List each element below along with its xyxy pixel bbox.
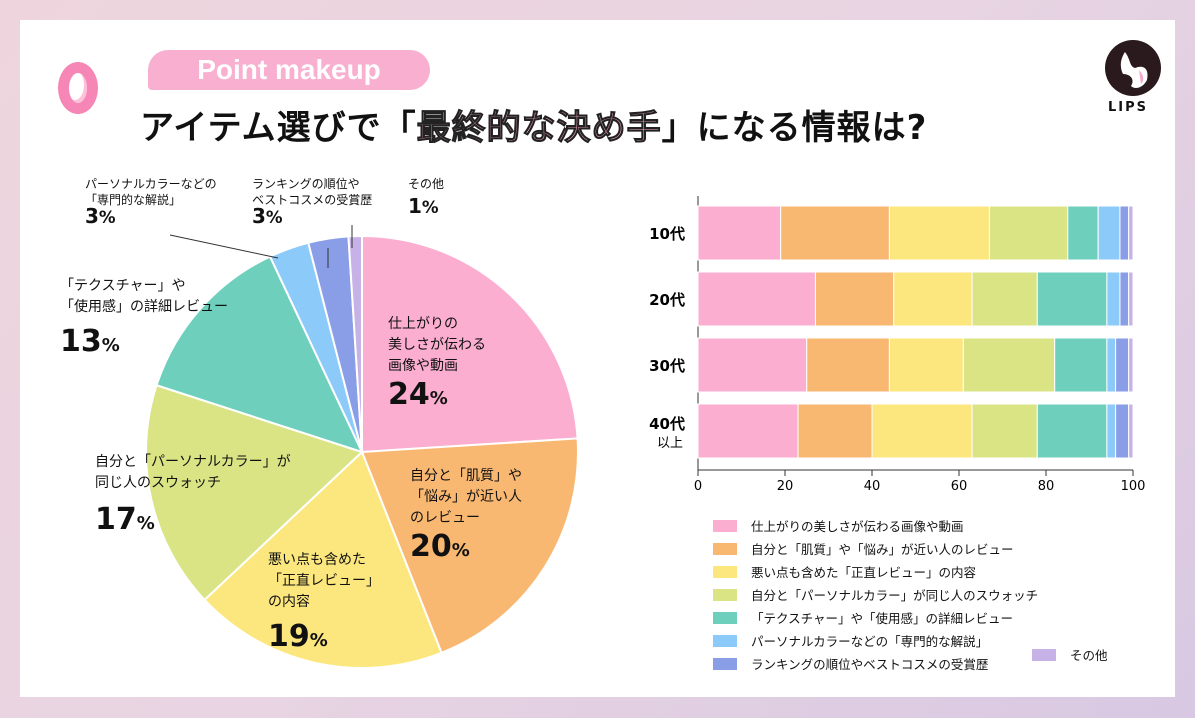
category-tag: Point makeup: [148, 50, 430, 90]
bar-segment-1-6: [1119, 271, 1130, 327]
bar-segment-1-7: [1128, 271, 1134, 327]
bar-segment-2-2: [888, 337, 964, 393]
pie-label-6: ランキングの順位や ベストコスメの受賞歴 3%: [252, 177, 373, 228]
pie-slice-3: [145, 383, 364, 602]
pie-slice-2: [203, 450, 443, 669]
legend-swatch: [713, 519, 737, 532]
category-label: 以上: [657, 436, 683, 451]
bar-segment-0-5: [1097, 205, 1121, 261]
pie-label-4: 「テクスチャー」や 「使用感」の詳細レビュー 13%: [60, 278, 228, 359]
title-highlight: 最終的な決め手: [416, 108, 662, 149]
title-pre: アイテム選びで「: [140, 108, 417, 148]
lips-logo-icon: [1105, 40, 1161, 96]
legend-label: 自分と「パーソナルカラー」が同じ人のスウォッチ: [751, 588, 1039, 603]
pie-label-3: 自分と「パーソナルカラー」が 同じ人のスウォッチ 17%: [95, 454, 291, 537]
legend-item: 「テクスチャー」や「使用感」の詳細レビュー: [713, 606, 1038, 629]
bar-segment-3-0: [697, 403, 799, 459]
legend-swatch: [1032, 648, 1056, 661]
pie-slice-0: [361, 234, 579, 454]
x-tick-label: 100: [1121, 479, 1146, 494]
bar-segment-3-2: [871, 403, 973, 459]
bar-segment-3-1: [797, 403, 873, 459]
bar-segment-0-1: [780, 205, 890, 261]
pie-label-2: 悪い点も含めた 「正直レビュー」 の内容 19%: [268, 552, 380, 654]
legend-swatch: [713, 611, 737, 624]
bar-segment-1-4: [1036, 271, 1108, 327]
bar-segment-0-2: [888, 205, 990, 261]
legend-label: 自分と「肌質」や「悩み」が近い人のレビュー: [751, 542, 1014, 557]
legend-item: ランキングの順位やベストコスメの受賞歴: [713, 652, 1038, 675]
page-title: アイテム選びで「最終的な決め手」になる情報は?: [140, 100, 927, 149]
category-label: 10代: [649, 225, 685, 243]
pie-label-5: パーソナルカラーなどの 「専門的な解説」 3%: [85, 177, 217, 228]
legend-label: ランキングの順位やベストコスメの受賞歴: [751, 657, 989, 672]
x-tick-label: 20: [777, 479, 794, 494]
legend-swatch: [713, 657, 737, 670]
bar-segment-0-0: [697, 205, 782, 261]
legend-label: 仕上がりの美しさが伝わる画像や動画: [751, 519, 964, 534]
bar-segment-2-0: [697, 337, 808, 393]
bar-segment-0-4: [1067, 205, 1099, 261]
bar-segment-2-6: [1115, 337, 1130, 393]
bar-segment-0-3: [988, 205, 1069, 261]
legend-swatch: [713, 565, 737, 578]
leader-line: [169, 234, 279, 259]
pie-chart: [145, 225, 579, 669]
pie-label-7: その他 1%: [408, 177, 445, 218]
bar-segment-2-4: [1054, 337, 1108, 393]
bar-segment-2-5: [1106, 337, 1117, 393]
brand-name: LIPS: [1108, 100, 1149, 115]
legend-swatch: [713, 542, 737, 555]
legend-item: 自分と「肌質」や「悩み」が近い人のレビュー: [713, 537, 1038, 560]
category-label: 30代: [649, 357, 685, 375]
legend-swatch: [713, 634, 737, 647]
bar-segment-2-7: [1128, 337, 1134, 393]
title-post: 」になる情報は?: [661, 108, 928, 148]
bar-segment-3-3: [971, 403, 1038, 459]
bar-segment-0-7: [1128, 205, 1134, 261]
bar-segment-3-7: [1128, 403, 1134, 459]
x-tick-label: 0: [694, 479, 702, 494]
legend-item: 自分と「パーソナルカラー」が同じ人のスウォッチ: [713, 583, 1038, 606]
pie-label-0: 仕上がりの 美しさが伝わる 画像や動画 24%: [388, 316, 486, 412]
bar-segment-1-5: [1106, 271, 1121, 327]
x-tick-label: 40: [864, 479, 881, 494]
legend-swatch: [713, 588, 737, 601]
legend-item: 仕上がりの美しさが伝わる画像や動画: [713, 514, 1038, 537]
legend-item: その他: [1032, 645, 1108, 664]
bar-segment-2-3: [962, 337, 1056, 393]
legend-label: その他: [1070, 648, 1108, 663]
category-label: 40代: [649, 415, 685, 433]
x-tick-label: 80: [1038, 479, 1055, 494]
bar-segment-1-0: [697, 271, 816, 327]
pie-slice-4: [155, 255, 364, 454]
bar-segment-1-2: [893, 271, 973, 327]
pie-slice-1: [360, 437, 579, 655]
category-label: 20代: [649, 291, 685, 309]
bar-segment-0-6: [1119, 205, 1130, 261]
legend-item: 悪い点も含めた「正直レビュー」の内容: [713, 560, 1038, 583]
q-icon: [58, 62, 98, 114]
x-tick-label: 60: [951, 479, 968, 494]
bar-segment-3-5: [1106, 403, 1117, 459]
pie-slice-7: [347, 234, 363, 453]
legend-label: 「テクスチャー」や「使用感」の詳細レビュー: [751, 611, 1014, 626]
pie-label-1: 自分と「肌質」や 「悩み」が近い人 のレビュー 20%: [410, 468, 522, 564]
legend-item: パーソナルカラーなどの「専門的な解説」: [713, 629, 1038, 652]
bar-segment-2-1: [806, 337, 890, 393]
bar-segment-1-3: [971, 271, 1038, 327]
bar-segment-3-6: [1115, 403, 1130, 459]
bar-segment-1-1: [814, 271, 895, 327]
legend-label: 悪い点も含めた「正直レビュー」の内容: [751, 565, 977, 580]
bar-segment-3-4: [1036, 403, 1108, 459]
legend: 仕上がりの美しさが伝わる画像や動画自分と「肌質」や「悩み」が近い人のレビュー 悪い…: [713, 514, 1038, 675]
legend-label: パーソナルカラーなどの「専門的な解説」: [751, 634, 989, 649]
